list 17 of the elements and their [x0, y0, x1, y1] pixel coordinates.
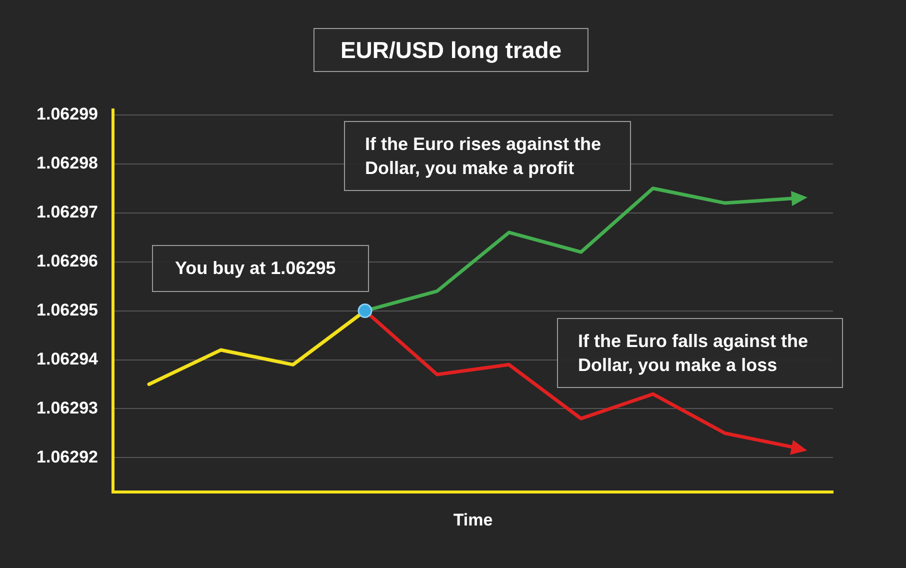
frame: If the Euro falls against the Dollar, you make a loss	[557, 318, 843, 388]
y-tick-label: 1.06295	[36, 300, 98, 320]
frame: You buy at 1.06295	[152, 245, 369, 292]
frame: EUR/USD long trade	[313, 28, 589, 72]
chart-title: EUR/USD long trade	[340, 36, 562, 65]
y-tick-label: 1.06294	[36, 349, 99, 368]
annotation: If the Euro rises against the Dollar, you make a profit	[365, 133, 602, 180]
y-tick-label: 1.06297	[36, 202, 98, 222]
x-axis-title: Time	[453, 510, 493, 530]
y-tick-label: 1.06292	[36, 447, 98, 466]
y-tick-label: 1.06298	[36, 154, 98, 173]
annotation: You buy at 1.06295	[175, 257, 337, 280]
y-tick-label: 1.06293	[36, 398, 98, 418]
annotation: If the Euro falls against the Dollar, you make a loss	[578, 330, 810, 377]
y-tick-label: 1.06296	[36, 252, 98, 271]
y-tick-label: 1.06299	[36, 104, 98, 124]
frame: If the Euro rises against the Dollar, you make a profit	[344, 121, 631, 191]
